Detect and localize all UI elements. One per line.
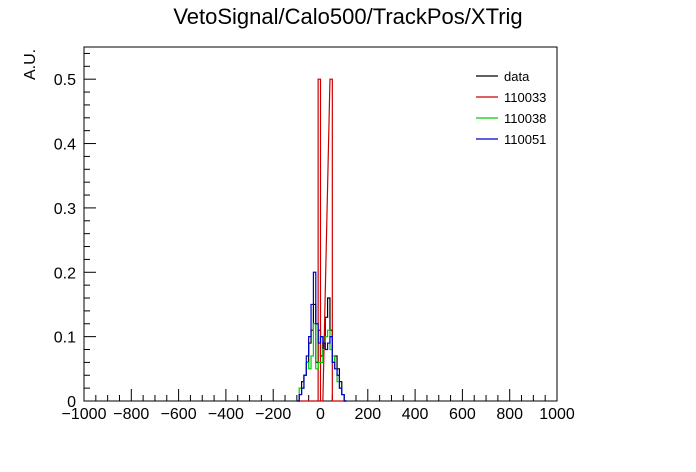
x-tick-label: 200 (354, 406, 381, 423)
x-tick-label: −200 (255, 406, 291, 423)
x-tick-label: 0 (316, 406, 325, 423)
x-tick-label: −600 (161, 406, 197, 423)
y-tick-label: 0.3 (54, 201, 76, 218)
x-tick-label: −400 (208, 406, 244, 423)
x-tick-label: −1000 (62, 406, 107, 423)
series-110033 (296, 78, 347, 402)
legend-label-110051: 110051 (504, 132, 546, 147)
x-tick-label: −800 (113, 406, 149, 423)
x-tick-label: 1000 (539, 406, 575, 423)
x-tick-label: 600 (449, 406, 476, 423)
x-tick-label: 400 (402, 406, 429, 423)
legend-label-data: data (504, 69, 530, 84)
legend-label-110038: 110038 (504, 111, 546, 126)
series-110051 (296, 271, 347, 402)
y-tick-label: 0.5 (54, 72, 76, 89)
chart-title: VetoSignal/Calo500/TrackPos/XTrig (173, 4, 523, 29)
legend-label-110033: 110033 (504, 90, 546, 105)
y-tick-label: 0.1 (54, 330, 76, 347)
y-tick-label: 0 (67, 394, 76, 411)
series-110038 (296, 323, 347, 402)
y-tick-label: 0.2 (54, 265, 76, 282)
x-tick-label: 800 (496, 406, 523, 423)
y-tick-label: 0.4 (54, 137, 76, 154)
